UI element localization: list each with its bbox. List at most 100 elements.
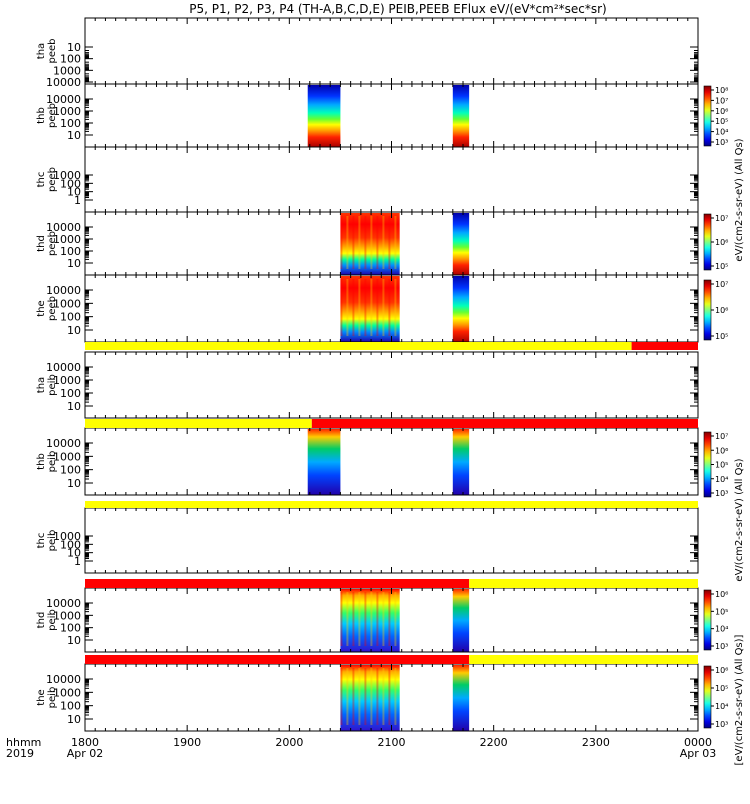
x-tick-label: 2100 [378, 736, 406, 749]
y-tick-label: 10000 [46, 673, 81, 686]
data-stripe [388, 216, 391, 269]
panel-label: thcpeeb [36, 167, 58, 192]
panel-label: thdpeib [36, 609, 58, 631]
colorbar-tick-label: 10⁷ [715, 432, 728, 441]
x-tick-label: 1900 [173, 736, 201, 749]
panel-frame [84, 427, 699, 496]
panel-label: thepeib [36, 687, 58, 709]
y-tick-label: 1000 [53, 64, 81, 77]
data-stripe [358, 216, 361, 269]
flag-segment-2 [311, 419, 698, 428]
data-stripe [394, 668, 397, 725]
data-stripe [352, 279, 355, 336]
colorbar-tick-label: 10⁷ [715, 280, 728, 289]
panel-label-product: peib [47, 530, 58, 552]
y-tick-label: 1000 [53, 609, 81, 622]
data-stripe [340, 668, 343, 725]
y-tick-label: 10000 [46, 437, 81, 450]
flag-segment-2 [469, 579, 698, 588]
data-stripe [352, 216, 355, 269]
colorbar-tick-label: 10⁵ [715, 684, 728, 693]
y-tick-label: 10 [67, 400, 81, 413]
data-stripe [370, 592, 373, 646]
data-stripe [358, 592, 361, 646]
data-block-2 [452, 429, 470, 495]
colorbar-tick-label: 10⁶ [715, 238, 728, 247]
data-stripe [352, 592, 355, 646]
panel-frame [84, 351, 699, 419]
y-tick-label: 10 [67, 634, 81, 647]
data-stripe [370, 279, 373, 336]
data-stripe [346, 216, 349, 269]
colorbar [703, 665, 712, 729]
panel-frame [84, 17, 699, 85]
data-stripe [376, 592, 379, 646]
data-stripe [394, 592, 397, 646]
data-block-1 [340, 213, 400, 275]
y-tick-label: 10 [67, 41, 81, 54]
panel-label-product: peib [47, 687, 58, 709]
panel-label-probe: thb [36, 107, 47, 124]
data-block-1 [307, 85, 341, 147]
y-tick-label: 1000 [53, 686, 81, 699]
data-block-1 [307, 429, 341, 495]
data-stripe [346, 279, 349, 336]
panel-label: thbpeeb [36, 103, 58, 128]
colorbar-tick-label: 10⁴ [715, 625, 728, 634]
panel-label-product: peeb [47, 296, 58, 321]
y-tick-label: 100 [60, 387, 81, 400]
y-tick-label: 100 [60, 53, 81, 66]
x-tick-label: 2300 [582, 736, 610, 749]
data-stripe [346, 592, 349, 646]
data-stripe [376, 216, 379, 269]
data-stripe [340, 279, 343, 336]
data-stripe [394, 216, 397, 269]
y-tick-label: 10000 [46, 221, 81, 234]
data-stripe [376, 279, 379, 336]
panel-label-probe: tha [36, 377, 47, 393]
y-tick-label: 10000 [46, 284, 81, 297]
data-stripe [382, 668, 385, 725]
y-tick-label: 100 [60, 464, 81, 477]
panel-frame [84, 507, 699, 574]
y-tick-label: 10 [67, 324, 81, 337]
y-tick-label: 100 [60, 117, 81, 130]
y-tick-label: 10 [67, 477, 81, 490]
colorbar-tick-label: 10³ [715, 642, 728, 651]
y-tick-label: 100 [60, 700, 81, 713]
panel-label: thbpeib [36, 451, 58, 473]
panel-frame [84, 146, 699, 213]
figure-title: P5, P1, P2, P3, P4 (TH-A,B,C,D,E) PEIB,P… [189, 2, 606, 16]
data-stripe [340, 216, 343, 269]
data-stripe [364, 592, 367, 646]
data-stripe [388, 668, 391, 725]
flag-segment-1 [85, 655, 470, 664]
flag-segment-1 [85, 419, 312, 428]
y-tick-label: 100 [60, 622, 81, 635]
y-tick-label: 1000 [53, 169, 81, 182]
panel-label-probe: the [36, 300, 47, 316]
data-stripe [382, 279, 385, 336]
y-tick-label: 1000 [53, 450, 81, 463]
y-tick-label: 1000 [53, 374, 81, 387]
data-block-1 [340, 665, 400, 731]
y-tick-label: 10 [67, 257, 81, 270]
data-stripe [370, 216, 373, 269]
data-stripe [364, 279, 367, 336]
colorbar-tick-label: 10⁴ [715, 702, 728, 711]
y-tick-label: 10000 [46, 361, 81, 374]
colorbar-tick-label: 10⁶ [715, 306, 728, 315]
flag-segment-2 [631, 342, 698, 350]
colorbar-tick-label: 10⁶ [715, 666, 728, 675]
colorbar-tick-label: 10⁸ [715, 86, 728, 95]
data-block-2 [452, 213, 470, 275]
x-tick-label: 0000 [684, 736, 712, 749]
y-tick-label: 10000 [46, 76, 81, 89]
panel-label-probe: the [36, 689, 47, 705]
units-label-2: eV/(cm2-s-sr-eV) (All Qs) [734, 458, 745, 581]
